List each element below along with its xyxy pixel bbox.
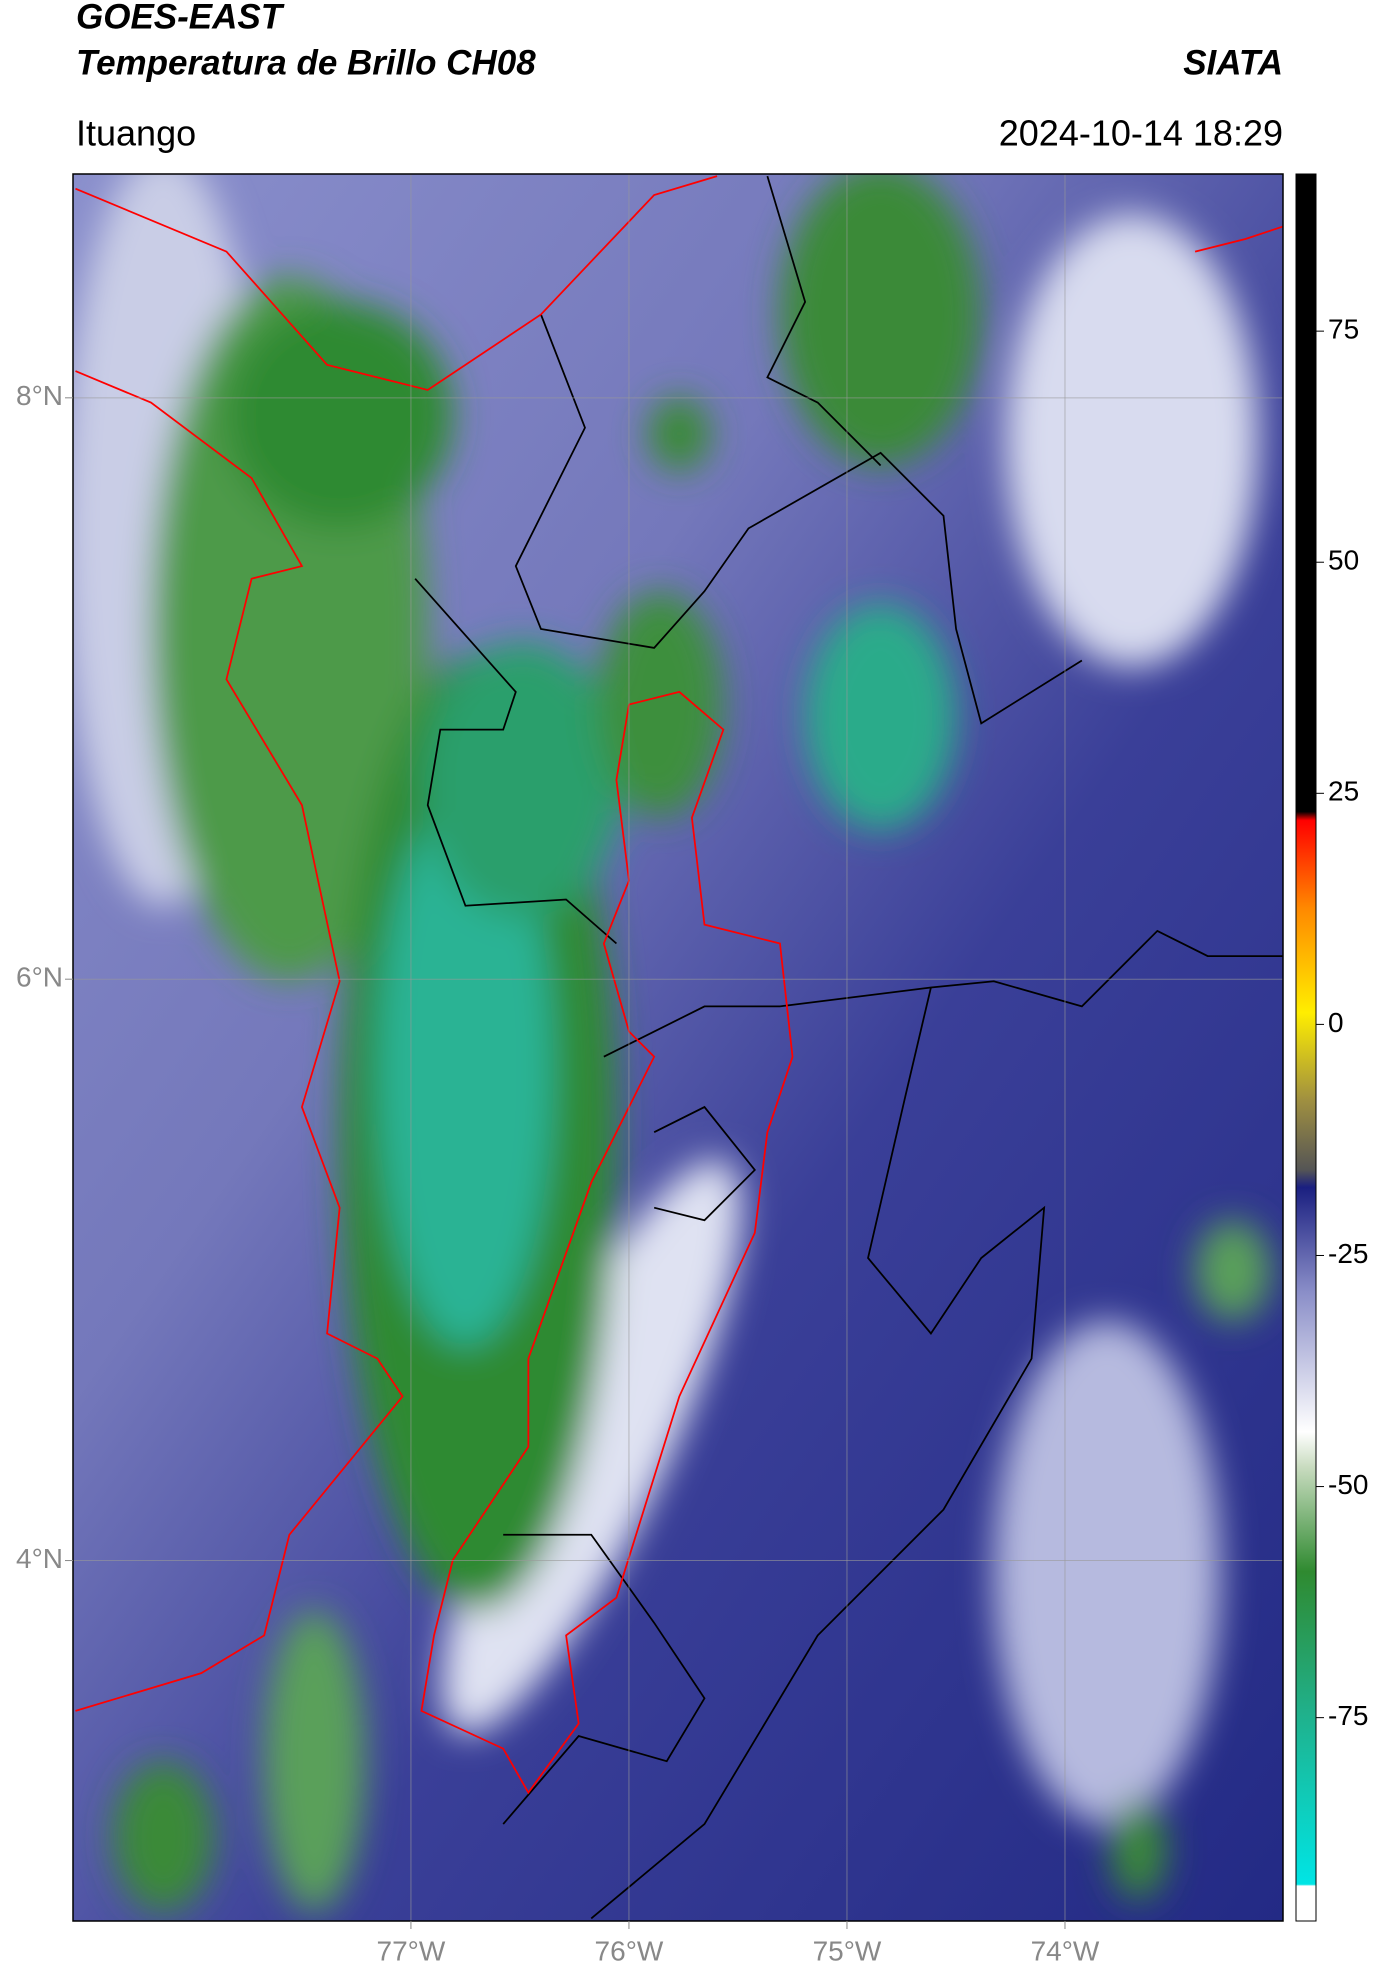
datetime: 2024-10-14 18:29 [999,113,1283,154]
colorbar-tick-label: 0 [1328,1007,1344,1038]
x-tick-label: 77°W [377,1935,446,1966]
x-tick-label: 75°W [813,1935,882,1966]
colorbar [1295,173,1317,1922]
y-tick-label: 6°N [16,962,63,993]
location: Ituango [76,113,196,154]
subtitle: Temperatura de Brillo CH08 [76,43,536,82]
x-tick-label: 74°W [1031,1935,1100,1966]
colorbar-tick-label: -25 [1328,1238,1368,1269]
y-tick-label: 4°N [16,1543,63,1574]
colorbar-tick-label: -75 [1328,1700,1368,1731]
colorbar-tick-label: -50 [1328,1469,1368,1500]
colorbar-tick-label: 50 [1328,545,1359,576]
colorbar-tick-label: 25 [1328,776,1359,807]
colorbar-tick-label: 75 [1328,314,1359,345]
map-frame [72,173,1284,1922]
y-tick-label: 8°N [16,380,63,411]
title: GOES-EAST [76,0,285,36]
x-tick-label: 76°W [595,1935,664,1966]
imagery [73,174,1283,1921]
source: SIATA [1183,43,1283,82]
